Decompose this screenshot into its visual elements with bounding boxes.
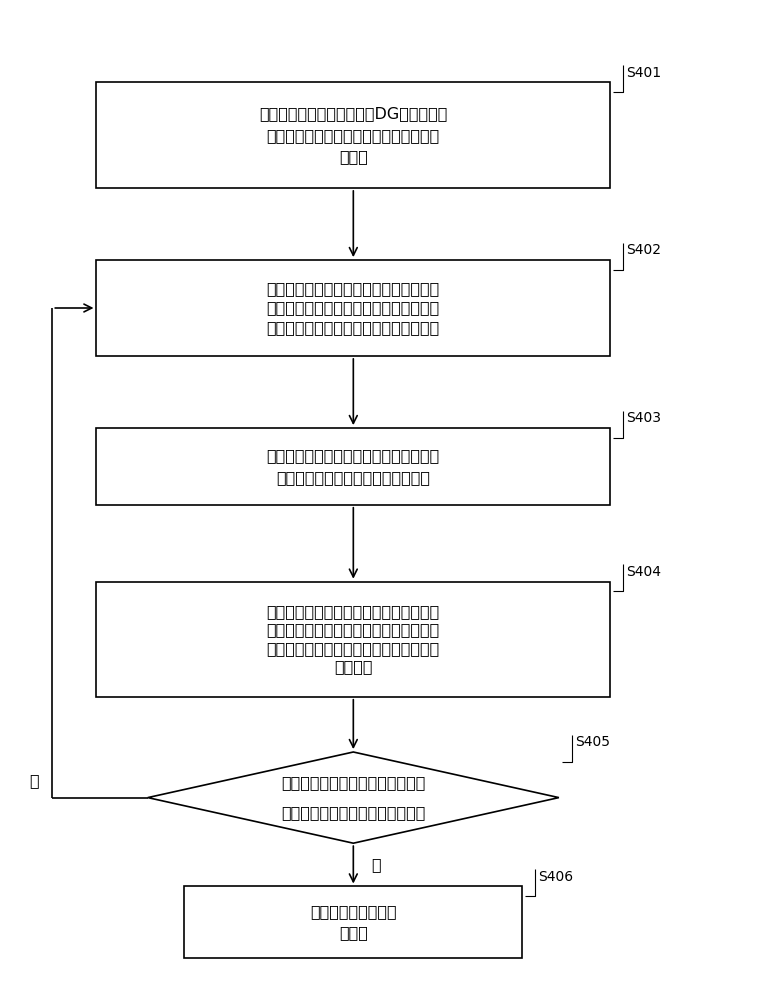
Text: 对所述初始种群中的各个个体进行概率潮: 对所述初始种群中的各个个体进行概率潮 xyxy=(266,281,440,296)
Text: 种群进行遗传操作，得到子代种群；: 种群进行遗传操作，得到子代种群； xyxy=(276,470,430,485)
Text: S405: S405 xyxy=(575,735,610,749)
Text: S406: S406 xyxy=(538,870,573,884)
Text: 对所述子代种群中的各个个体进行概率潮: 对所述子代种群中的各个个体进行概率潮 xyxy=(266,604,440,619)
Bar xyxy=(96,428,610,505)
Text: S404: S404 xyxy=(626,565,662,579)
Text: 是: 是 xyxy=(372,857,381,872)
Text: S401: S401 xyxy=(626,66,662,80)
Text: 流计算，根据所述子代种群的概率潮流计: 流计算，根据所述子代种群的概率潮流计 xyxy=(266,622,440,637)
Bar xyxy=(96,260,610,356)
Text: 遗传终止，输出优化: 遗传终止，输出优化 xyxy=(310,905,397,920)
Text: 结果。: 结果。 xyxy=(339,925,368,940)
Text: 适应度；: 适应度； xyxy=(334,659,373,674)
Text: 否: 否 xyxy=(29,773,39,788)
Text: 采用带精英策略的遗传算法，对所述父代: 采用带精英策略的遗传算法，对所述父代 xyxy=(266,448,440,463)
Text: 根据所述编码后的含间歇式DG的配电网动: 根据所述编码后的含间歇式DG的配电网动 xyxy=(259,106,448,121)
Text: 流计算，根据所述概率潮流计算的结果，: 流计算，根据所述概率潮流计算的结果， xyxy=(266,300,440,316)
Text: 种群；: 种群； xyxy=(339,149,368,164)
Text: 计算所述初始种群中各个个体的适应度；: 计算所述初始种群中各个个体的适应度； xyxy=(266,320,440,335)
Text: S403: S403 xyxy=(626,411,662,425)
Polygon shape xyxy=(148,752,559,843)
Bar xyxy=(96,582,610,697)
Text: S402: S402 xyxy=(626,243,662,257)
Text: 应度是否满足遗传算法终止条件；: 应度是否满足遗传算法终止条件； xyxy=(281,806,426,821)
Bar xyxy=(96,82,610,188)
Text: 算结果，计算所述子代种群中各个个体的: 算结果，计算所述子代种群中各个个体的 xyxy=(266,641,440,656)
Bar xyxy=(184,886,522,958)
Text: 判断所述子代种群中各个个体的适: 判断所述子代种群中各个个体的适 xyxy=(281,775,426,790)
Text: 态无功优化模型设定遗传参数，生成初始: 态无功优化模型设定遗传参数，生成初始 xyxy=(266,128,440,143)
